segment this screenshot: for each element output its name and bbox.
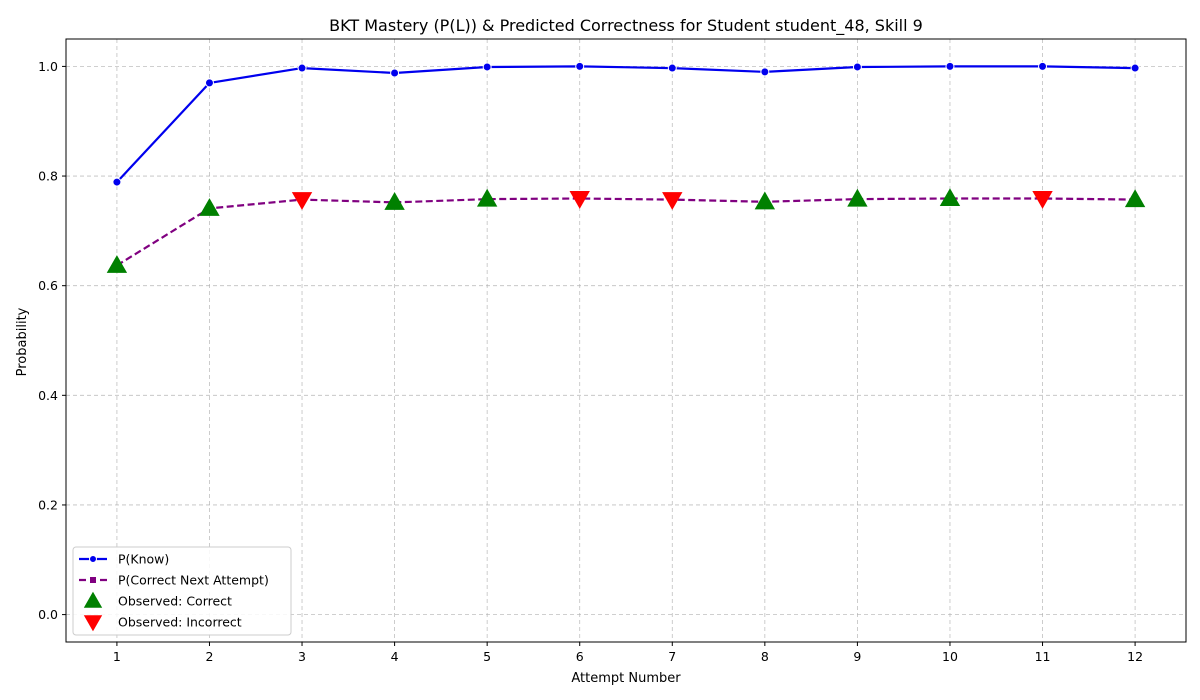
plot-frame <box>65 38 1187 643</box>
legend-label: Observed: Incorrect <box>118 615 242 630</box>
legend-label: P(Correct Next Attempt) <box>118 573 269 588</box>
observed-correct-marker <box>847 188 868 207</box>
observed-correct-marker <box>1124 189 1146 208</box>
observed-incorrect-marker <box>291 192 313 210</box>
pknow-series-line <box>116 65 1136 183</box>
x-tick-label: 5 <box>483 649 491 664</box>
legend-marker-swatch <box>89 576 97 584</box>
observed-incorrect-marker <box>569 190 590 209</box>
observed-correct-marker <box>384 192 405 210</box>
pknow-point <box>1038 61 1048 71</box>
x-tick-label: 4 <box>391 649 399 664</box>
observed-incorrect-marker <box>662 192 683 210</box>
series-lines <box>116 65 1136 267</box>
y-tick-label: 0.4 <box>38 388 58 403</box>
x-tick-label: 2 <box>205 649 213 664</box>
x-axis-label: Attempt Number <box>571 671 681 686</box>
pknow-point <box>760 67 770 77</box>
observed-incorrect-marker <box>1032 190 1053 209</box>
y-axis-ticks: 0.0 0.2 0.4 0.6 0.8 1.0 <box>38 59 66 622</box>
x-tick-label: 8 <box>761 649 769 664</box>
pknow-point <box>575 61 585 71</box>
observed-correct-marker <box>106 255 128 273</box>
chart-title: BKT Mastery (P(L)) & Predicted Correctne… <box>329 16 923 36</box>
pknow-point <box>390 68 400 78</box>
observed-correct-marker <box>199 198 220 216</box>
x-tick-label: 11 <box>1035 649 1051 664</box>
legend-marker-swatch <box>89 555 97 563</box>
y-axis-label: Probability <box>15 307 30 376</box>
y-tick-label: 0.2 <box>38 497 58 512</box>
observation-markers <box>106 188 1146 273</box>
observed-correct-marker <box>476 188 498 207</box>
y-tick-label: 0.0 <box>38 607 58 622</box>
x-tick-label: 10 <box>942 649 958 664</box>
y-tick-label: 0.6 <box>38 278 58 293</box>
x-tick-label: 7 <box>668 649 676 664</box>
pcorrect-series-line <box>116 197 1136 267</box>
legend: P(Know) P(Correct Next Attempt) Observed: … <box>72 546 292 636</box>
legend-box <box>72 546 292 636</box>
x-tick-label: 12 <box>1127 649 1143 664</box>
x-axis-ticks: 1 2 3 4 5 6 7 8 9 10 11 12 <box>113 642 1143 664</box>
legend-label: P(Know) <box>118 552 169 567</box>
observed-correct-marker <box>754 191 776 210</box>
pknow-point <box>482 62 492 72</box>
x-tick-label: 3 <box>298 649 306 664</box>
legend-marker-swatch <box>83 591 103 608</box>
y-tick-label: 1.0 <box>38 59 58 74</box>
pknow-point <box>852 62 862 72</box>
pknow-point <box>1130 63 1140 73</box>
pknow-point <box>297 63 307 73</box>
legend-marker-swatch <box>83 615 103 632</box>
legend-label: Observed: Correct <box>118 594 232 609</box>
pknow-point <box>204 78 214 88</box>
pknow-point <box>945 61 955 71</box>
grid <box>66 39 1186 642</box>
x-tick-label: 1 <box>113 649 121 664</box>
y-tick-label: 0.8 <box>38 169 58 184</box>
observed-correct-marker <box>939 188 961 207</box>
x-tick-label: 9 <box>853 649 861 664</box>
pknow-point <box>667 63 677 73</box>
x-tick-label: 6 <box>576 649 584 664</box>
pknow-point <box>112 177 122 187</box>
